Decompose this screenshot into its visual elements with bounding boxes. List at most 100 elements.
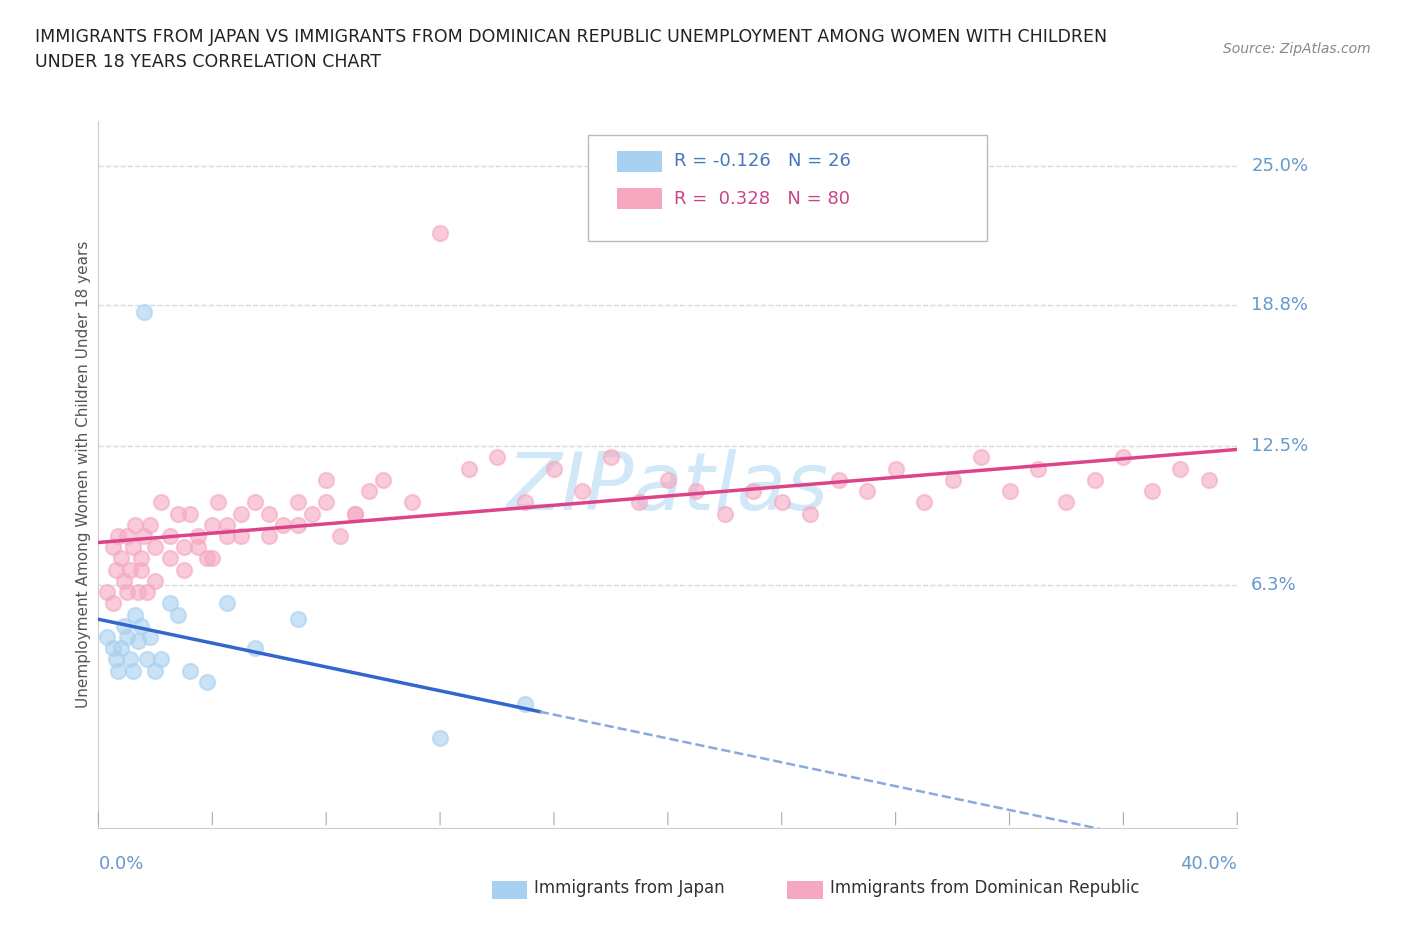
Point [167,607,190,622]
Point [343,506,366,521]
Point [357,484,380,498]
Point [742,484,765,498]
Point [714,506,737,521]
Point [110,641,132,656]
Point [115,585,138,600]
Point [207,495,229,510]
Text: R =  0.328   N = 80: R = 0.328 N = 80 [673,190,849,207]
Point [301,506,323,521]
Point [159,596,181,611]
Point [1084,472,1107,487]
Point [124,607,146,622]
Y-axis label: Unemployment Among Women with Children Under 18 years: Unemployment Among Women with Children U… [76,241,91,708]
Point [132,304,155,319]
FancyBboxPatch shape [588,135,987,241]
Point [1026,461,1049,476]
Point [129,563,152,578]
Point [195,551,218,565]
Point [600,450,623,465]
Point [1140,484,1163,498]
Point [329,528,352,543]
Point [543,461,565,476]
Point [101,641,124,656]
Point [515,495,537,510]
FancyBboxPatch shape [617,151,662,172]
Text: R = -0.126   N = 26: R = -0.126 N = 26 [673,153,851,170]
Point [315,495,337,510]
Point [657,472,679,487]
Text: 6.3%: 6.3% [1251,577,1296,594]
Point [287,495,309,510]
Point [215,517,238,532]
Point [173,563,195,578]
Point [104,563,127,578]
Point [150,495,173,510]
Point [287,612,309,627]
Point [107,663,129,678]
Point [1056,495,1078,510]
Text: ZIPatlas: ZIPatlas [506,449,830,527]
Point [828,472,851,487]
Point [129,618,152,633]
Point [112,618,135,633]
Point [179,506,201,521]
Point [118,652,141,667]
Point [215,596,238,611]
Point [229,528,252,543]
Point [159,551,181,565]
Point [912,495,935,510]
FancyBboxPatch shape [617,188,662,209]
Point [138,630,160,644]
Point [259,528,281,543]
Point [107,528,129,543]
Point [215,528,238,543]
Text: IMMIGRANTS FROM JAPAN VS IMMIGRANTS FROM DOMINICAN REPUBLIC UNEMPLOYMENT AMONG W: IMMIGRANTS FROM JAPAN VS IMMIGRANTS FROM… [35,28,1108,46]
Text: 25.0%: 25.0% [1251,157,1309,175]
Point [343,506,366,521]
Point [315,472,337,487]
Point [287,517,309,532]
Point [486,450,509,465]
Text: 0.0%: 0.0% [98,856,143,873]
Point [942,472,965,487]
Text: 12.5%: 12.5% [1251,437,1309,456]
Point [856,484,879,498]
Point [187,539,209,554]
Point [110,551,132,565]
Point [96,630,118,644]
Point [173,539,195,554]
Point [799,506,821,521]
Point [129,551,152,565]
Point [132,528,155,543]
Point [970,450,993,465]
Point [273,517,295,532]
Point [1170,461,1192,476]
Point [1198,472,1220,487]
Point [135,652,157,667]
Point [145,574,167,589]
Point [201,517,224,532]
Point [401,495,423,510]
Point [685,484,707,498]
Point [150,652,173,667]
Point [127,585,149,600]
Point [998,484,1021,498]
Point [121,663,143,678]
Point [243,641,266,656]
Point [124,517,146,532]
Point [243,495,266,510]
Point [104,652,127,667]
Point [373,472,395,487]
Point [127,634,149,649]
Point [195,674,218,689]
Text: UNDER 18 YEARS CORRELATION CHART: UNDER 18 YEARS CORRELATION CHART [35,53,381,71]
Point [112,574,135,589]
Point [628,495,651,510]
Text: 40.0%: 40.0% [1181,856,1237,873]
Point [884,461,907,476]
Point [135,585,157,600]
Point [167,506,190,521]
Point [115,528,138,543]
Point [229,506,252,521]
Text: 18.8%: 18.8% [1251,296,1308,314]
